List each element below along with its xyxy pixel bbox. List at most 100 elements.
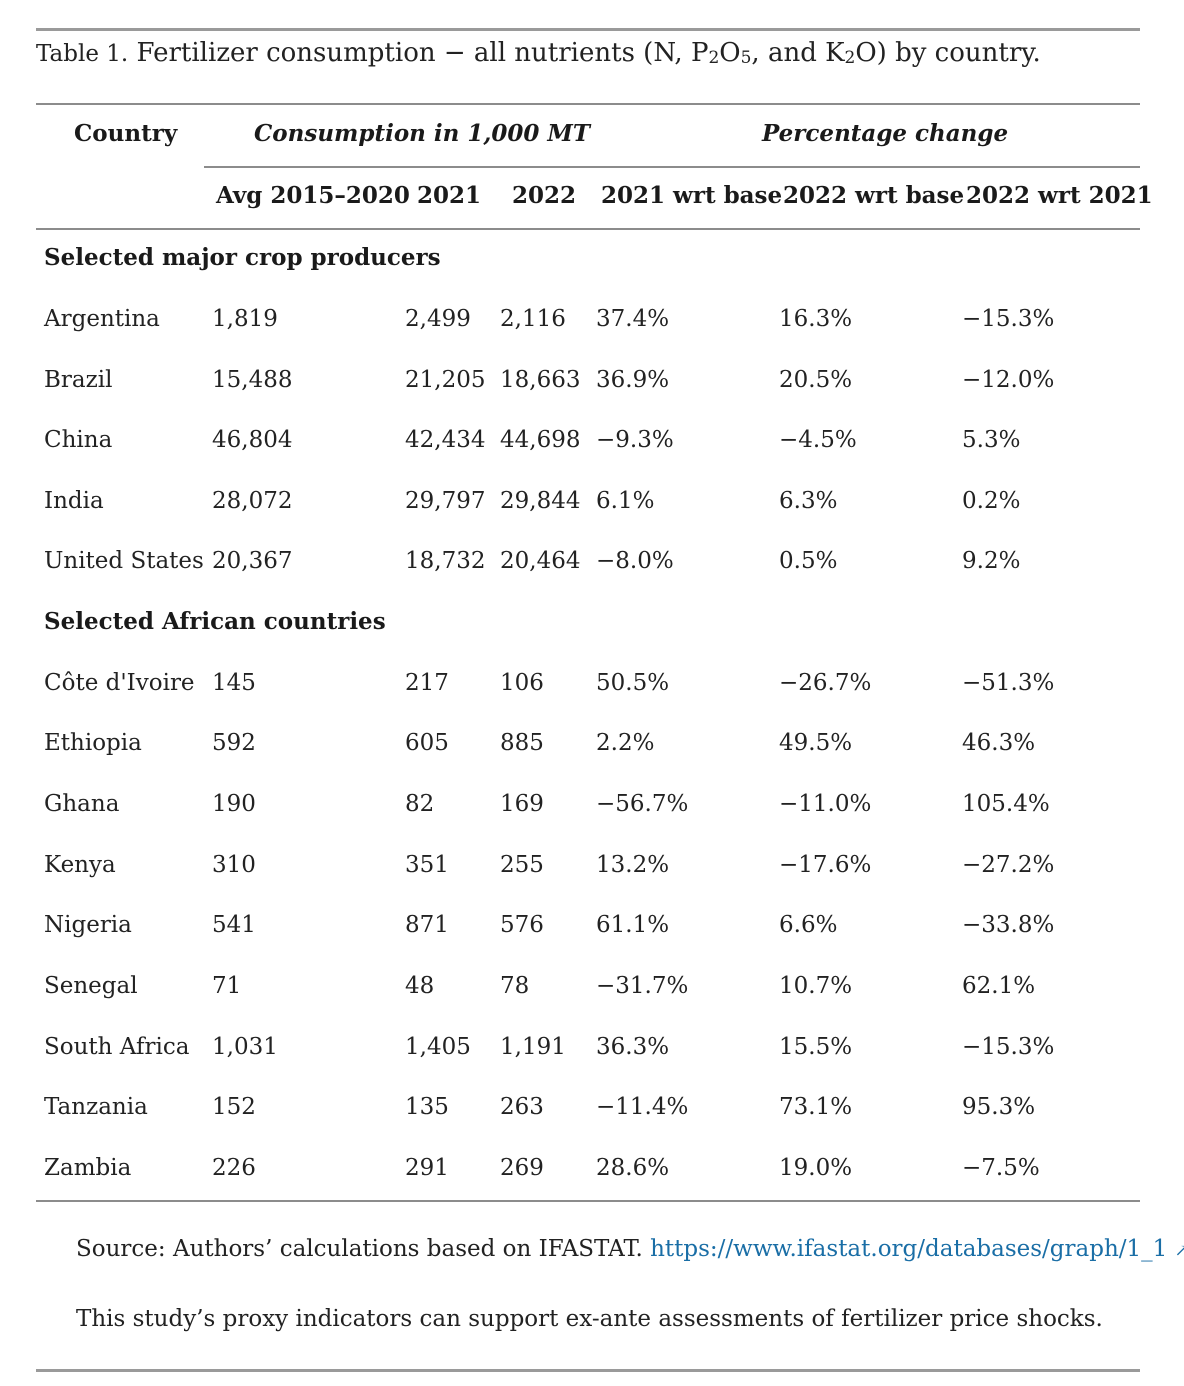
table-cell: 36.3% (596, 1034, 670, 1060)
table-cell: 269 (500, 1155, 544, 1181)
country-name: Zambia (44, 1155, 132, 1181)
table-cell: 49.5% (779, 730, 853, 756)
country-name: Argentina (44, 306, 160, 332)
table-cell: 152 (212, 1094, 256, 1120)
table-cell: 135 (405, 1094, 449, 1120)
country-name: India (44, 488, 104, 514)
column-header: 2022 (512, 182, 577, 209)
table-cell: 62.1% (962, 973, 1036, 999)
external-link-icon: ↗ (1174, 1241, 1184, 1261)
table-cell: 2,116 (500, 306, 566, 332)
table-cell: 1,031 (212, 1034, 278, 1060)
table-cell: 73.1% (779, 1094, 853, 1120)
table-cell: 6.3% (779, 488, 838, 514)
country-name: Brazil (44, 367, 113, 393)
table-cell: 1,819 (212, 306, 278, 332)
table-cell: 82 (405, 791, 435, 817)
country-name: China (44, 427, 113, 453)
header-country: Country (74, 120, 178, 147)
caption-text: , and K (751, 38, 845, 68)
table-cell: 29,797 (405, 488, 486, 514)
column-header: 2021 (417, 182, 482, 209)
table-cell: 541 (212, 912, 256, 938)
table-cell: 28,072 (212, 488, 293, 514)
table-cell: 6.1% (596, 488, 655, 514)
country-name: Nigeria (44, 912, 132, 938)
table-caption: Table 1. Fertilizer consumption − all nu… (36, 34, 1041, 73)
table-cell: 42,434 (405, 427, 486, 453)
table-cell: 20.5% (779, 367, 853, 393)
table-cell: 95.3% (962, 1094, 1036, 1120)
table-cell: 9.2% (962, 548, 1021, 574)
caption-text: O (719, 38, 741, 68)
country-name: Ghana (44, 791, 120, 817)
source-link[interactable]: https://www.ifastat.org/databases/graph/… (650, 1236, 1184, 1262)
table-cell: −11.0% (779, 791, 872, 817)
country-name: Ethiopia (44, 730, 142, 756)
table-cell: 226 (212, 1155, 256, 1181)
table-cell: 5.3% (962, 427, 1021, 453)
table-cell: 255 (500, 852, 544, 878)
table-cell: 592 (212, 730, 256, 756)
table-cell: 145 (212, 670, 256, 696)
country-name: Tanzania (44, 1094, 148, 1120)
table-cell: −11.4% (596, 1094, 689, 1120)
header-group-rule (204, 166, 1140, 168)
table-cell: 71 (212, 973, 242, 999)
caption-text: Fertilizer consumption − all nutrients (… (136, 38, 709, 68)
table-cell: 2,499 (405, 306, 471, 332)
table-cell: 885 (500, 730, 544, 756)
table-cell: 106 (500, 670, 544, 696)
table-bottom-rule (36, 1200, 1140, 1202)
section-title: Selected major crop producers (44, 244, 441, 271)
table-cell: 605 (405, 730, 449, 756)
table-cell: −15.3% (962, 1034, 1055, 1060)
column-header: Avg 2015–2020 (216, 182, 410, 209)
table-cell: −15.3% (962, 306, 1055, 332)
table-cell: 37.4% (596, 306, 670, 332)
column-header: 2022 wrt base (783, 182, 965, 209)
table-cell: 16.3% (779, 306, 853, 332)
table-cell: 291 (405, 1155, 449, 1181)
header-group-change: Percentage change (762, 120, 1009, 147)
table-cell: 105.4% (962, 791, 1050, 817)
country-name: Senegal (44, 973, 138, 999)
table-cell: 21,205 (405, 367, 486, 393)
table-cell: 46.3% (962, 730, 1036, 756)
column-header: 2021 wrt base (601, 182, 783, 209)
caption-label: Table 1. (36, 41, 129, 67)
table-cell: −56.7% (596, 791, 689, 817)
column-header: 2022 wrt 2021 (966, 182, 1153, 209)
table-cell: 1,405 (405, 1034, 471, 1060)
table-cell: −7.5% (962, 1155, 1040, 1181)
table-cell: 13.2% (596, 852, 670, 878)
table-cell: 190 (212, 791, 256, 817)
table-cell: 61.1% (596, 912, 670, 938)
table-cell: 18,663 (500, 367, 581, 393)
table-cell: 10.7% (779, 973, 853, 999)
table-cell: 50.5% (596, 670, 670, 696)
table-cell: −8.0% (596, 548, 674, 574)
table-cell: 2.2% (596, 730, 655, 756)
table-cell: −12.0% (962, 367, 1055, 393)
country-name: Côte d'Ivoire (44, 670, 195, 696)
header-group-consumption: Consumption in 1,000 MT (254, 120, 590, 147)
table-cell: 15,488 (212, 367, 293, 393)
study-note: This study’s proxy indicators can suppor… (76, 1306, 1103, 1332)
table-cell: 44,698 (500, 427, 581, 453)
table-top-rule (36, 103, 1140, 105)
caption-sub: 2 (708, 48, 720, 68)
table-cell: 6.6% (779, 912, 838, 938)
table-cell: −27.2% (962, 852, 1055, 878)
table-cell: 0.2% (962, 488, 1021, 514)
table-cell: 28.6% (596, 1155, 670, 1181)
country-name: South Africa (44, 1034, 190, 1060)
table-cell: 15.5% (779, 1034, 853, 1060)
top-rule (36, 28, 1140, 31)
table-cell: 46,804 (212, 427, 293, 453)
table-cell: 217 (405, 670, 449, 696)
table-cell: −31.7% (596, 973, 689, 999)
table-cell: −4.5% (779, 427, 857, 453)
table-cell: −33.8% (962, 912, 1055, 938)
section-title: Selected African countries (44, 608, 386, 635)
